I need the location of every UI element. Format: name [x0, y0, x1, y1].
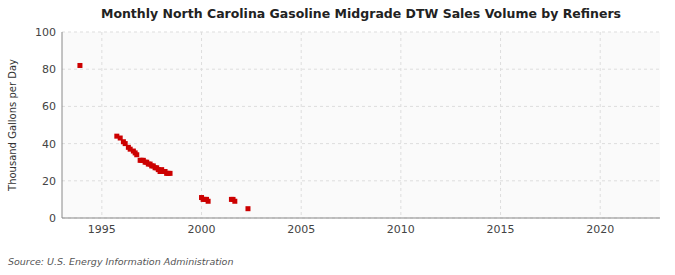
- y-axis-label: Thousand Gallons per Day: [7, 59, 18, 192]
- x-tick-label: 1995: [88, 223, 116, 236]
- y-tick-label: 40: [42, 138, 56, 151]
- x-tick-label: 2020: [586, 223, 614, 236]
- source-note: Source: U.S. Energy Information Administ…: [8, 256, 233, 267]
- y-tick-label: 80: [42, 63, 56, 76]
- point: [245, 206, 250, 211]
- point: [134, 152, 139, 157]
- y-axis-line: [62, 32, 63, 218]
- y-tick-label: 60: [42, 100, 56, 113]
- x-tick-label: 2000: [188, 223, 216, 236]
- x-axis-line: [62, 218, 660, 219]
- grid-line-y: [62, 218, 660, 219]
- grid-line-y: [62, 32, 660, 33]
- grid-line-y: [62, 106, 660, 107]
- plot-area: [62, 32, 660, 218]
- grid-line-x: [500, 32, 501, 218]
- grid-line-y: [62, 69, 660, 70]
- points: [77, 63, 250, 211]
- grid-line-x: [400, 32, 401, 218]
- grid-line-x: [301, 32, 302, 218]
- grid-line-x: [600, 32, 601, 218]
- x-tick-label: 2010: [387, 223, 415, 236]
- y-tick-label: 100: [35, 26, 56, 39]
- y-tick-label: 0: [49, 212, 56, 225]
- grid-line-y: [62, 143, 660, 144]
- y-tick-label: 20: [42, 175, 56, 188]
- point: [232, 199, 237, 204]
- x-tick-label: 2015: [487, 223, 515, 236]
- grid-line-y: [62, 180, 660, 181]
- point: [77, 63, 82, 68]
- grid-line-x: [201, 32, 202, 218]
- point: [168, 171, 173, 176]
- chart: 0 20 40 60 80 100 1995 2000 2005 2010 2015 2020 Mont…: [0, 0, 675, 275]
- point: [206, 199, 211, 204]
- title: Monthly North Carolina Gasoline Midgrade…: [101, 6, 621, 21]
- grid-line-x: [101, 32, 102, 218]
- x-tick-label: 2005: [287, 223, 315, 236]
